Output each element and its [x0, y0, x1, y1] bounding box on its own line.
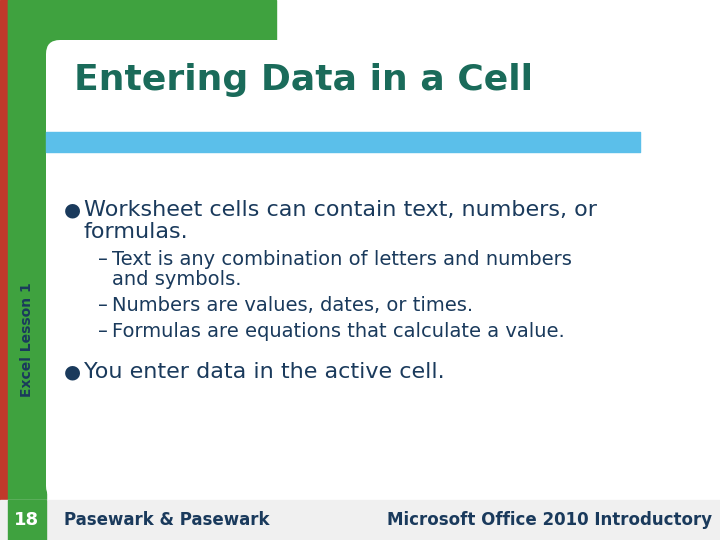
Text: –: – — [98, 250, 108, 269]
Text: You enter data in the active cell.: You enter data in the active cell. — [84, 362, 445, 382]
Text: and symbols.: and symbols. — [112, 270, 241, 289]
Bar — [46, 132, 640, 152]
Text: formulas.: formulas. — [84, 222, 189, 242]
Bar — [0, 500, 720, 540]
Bar — [8, 0, 46, 540]
Bar — [8, 0, 276, 130]
Text: Entering Data in a Cell: Entering Data in a Cell — [74, 63, 533, 97]
Text: Pasewark & Pasewark: Pasewark & Pasewark — [64, 511, 269, 529]
Text: –: – — [98, 296, 108, 315]
Text: –: – — [98, 322, 108, 341]
Text: Microsoft Office 2010 Introductory: Microsoft Office 2010 Introductory — [387, 511, 712, 529]
Text: Numbers are values, dates, or times.: Numbers are values, dates, or times. — [112, 296, 473, 315]
Bar — [0, 0, 8, 540]
Text: Formulas are equations that calculate a value.: Formulas are equations that calculate a … — [112, 322, 564, 341]
Text: ●: ● — [64, 200, 81, 219]
Text: Excel Lesson 1: Excel Lesson 1 — [20, 282, 34, 397]
Text: Text is any combination of letters and numbers: Text is any combination of letters and n… — [112, 250, 572, 269]
Text: 18: 18 — [14, 511, 40, 529]
Text: Worksheet cells can contain text, numbers, or: Worksheet cells can contain text, number… — [84, 200, 597, 220]
FancyBboxPatch shape — [46, 40, 720, 500]
Text: ●: ● — [64, 362, 81, 381]
Bar — [8, 500, 46, 540]
